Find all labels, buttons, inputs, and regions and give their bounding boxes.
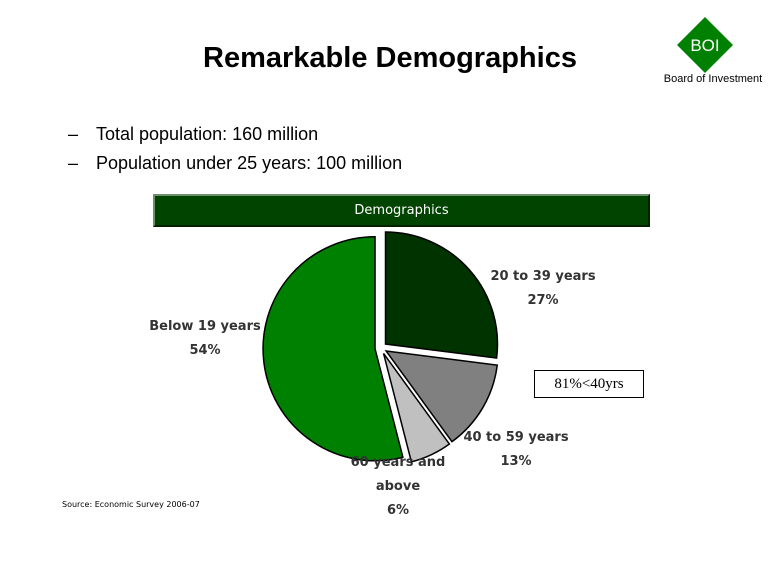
pie-slice (382, 352, 451, 463)
slice-label: 20 to 39 years (490, 269, 595, 284)
logo-text: BOI (690, 36, 719, 55)
slice-label: 27% (527, 293, 558, 308)
bullet-item: – Population under 25 years: 100 million (68, 149, 402, 178)
bullet-list: – Total population: 160 million – Popula… (68, 120, 402, 178)
source-note: Source: Economic Survey 2006-07 (62, 500, 200, 509)
slice-label: 6% (387, 503, 409, 518)
bullet-dash: – (68, 124, 79, 144)
slice-label: 40 to 59 years (463, 430, 568, 445)
slice-label: 13% (500, 454, 531, 469)
pie-slice (384, 350, 499, 443)
bullet-text: Total population: 160 million (96, 124, 319, 144)
slice-label: 60 years and (351, 455, 446, 470)
slice-label: Below 19 years (149, 319, 261, 334)
logo-caption: Board of Investment (663, 73, 763, 85)
boi-logo: BOI (677, 17, 733, 73)
callout-box: 81%<40yrs (534, 370, 644, 398)
slide-title: Remarkable Demographics (203, 42, 577, 74)
logo-diamond (677, 17, 733, 73)
slice-label: above (376, 479, 420, 494)
bullet-item: – Total population: 160 million (68, 120, 402, 149)
bullet-dash: – (68, 153, 79, 173)
bullet-text: Population under 25 years: 100 million (96, 153, 403, 173)
pie-slice (262, 236, 404, 462)
pie-slice (384, 231, 499, 359)
slice-label: 54% (189, 343, 220, 358)
chart-title: Demographics (153, 194, 650, 227)
